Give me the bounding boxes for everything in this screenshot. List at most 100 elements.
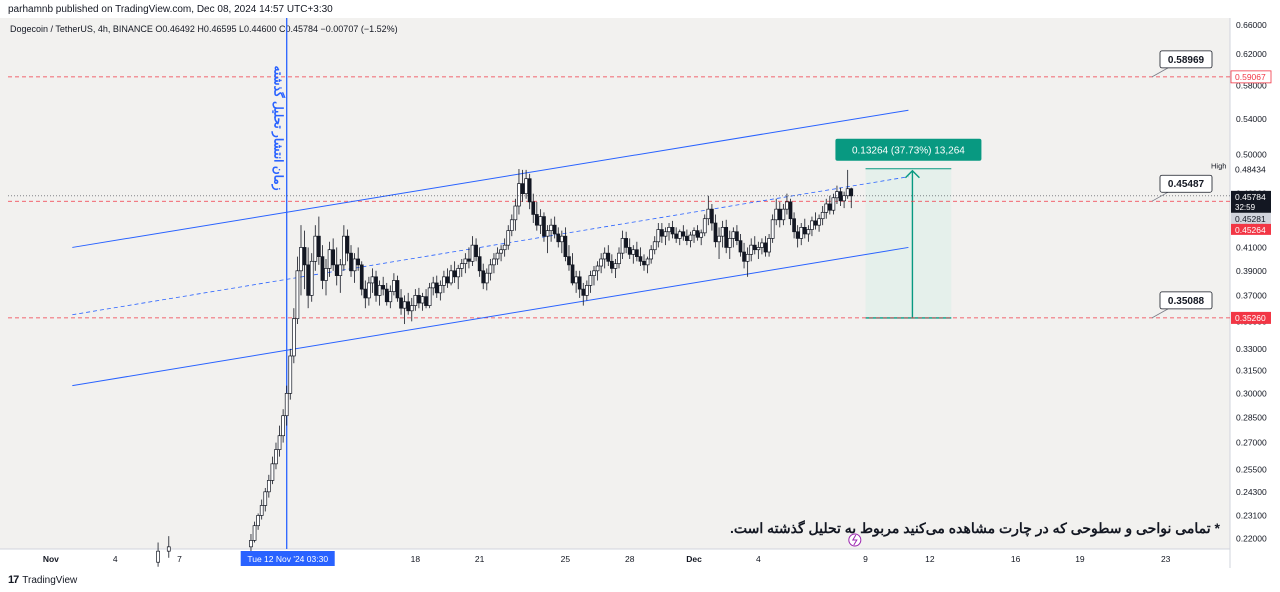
candle — [524, 169, 528, 199]
candle — [710, 203, 714, 231]
chart-area[interactable]: Dogecoin / TetherUS, 4h, BINANCE O0.4649… — [0, 18, 1280, 568]
y-tick-label: 0.66000 — [1236, 20, 1267, 30]
lightning-icon[interactable] — [848, 533, 862, 547]
candle-body — [649, 249, 654, 260]
candle-body — [517, 183, 521, 207]
candle-body — [409, 305, 414, 312]
candle — [506, 225, 511, 250]
candle — [542, 212, 546, 242]
candle-body — [545, 230, 550, 237]
candle — [492, 253, 496, 274]
candle-body — [710, 208, 714, 224]
measure-arrow-head — [904, 169, 920, 179]
tradingview-logo[interactable]: 17 TradingView — [8, 574, 77, 586]
candle-body — [388, 291, 393, 303]
candle-body — [631, 249, 636, 255]
candle — [738, 233, 743, 257]
candle — [642, 254, 646, 271]
candle — [713, 214, 718, 248]
candle — [584, 280, 589, 301]
candle-body — [824, 203, 829, 213]
price-chart[interactable]: Dogecoin / TetherUS, 4h, BINANCE O0.4649… — [0, 18, 1280, 568]
candle — [552, 216, 557, 239]
candle — [445, 268, 450, 288]
candle-body — [324, 268, 328, 281]
price-axis-background — [1230, 18, 1280, 568]
level-callout-label: 0.35088 — [1168, 296, 1205, 307]
candle-body — [570, 264, 575, 284]
candle — [259, 499, 264, 520]
y-tick-label: 0.58000 — [1236, 80, 1267, 90]
candle — [799, 223, 804, 246]
level-callout-box — [1159, 174, 1213, 193]
candle — [699, 229, 704, 246]
candle — [399, 289, 403, 315]
candle — [266, 474, 271, 498]
candle — [842, 191, 846, 209]
candle-body — [474, 244, 478, 257]
channel-upper-line — [72, 109, 909, 248]
candle — [327, 241, 332, 277]
candle-body — [281, 415, 285, 437]
candle-body — [835, 191, 839, 199]
y-tick-label: 0.33000 — [1236, 344, 1267, 354]
candle-body — [538, 216, 543, 226]
candle — [670, 220, 675, 239]
candle — [459, 258, 464, 277]
candle-body — [431, 282, 436, 289]
candle-body — [367, 282, 371, 299]
candle — [481, 263, 486, 290]
candle — [281, 409, 285, 443]
candle-body — [434, 282, 439, 294]
candle-body — [295, 270, 300, 320]
candle — [463, 253, 468, 274]
candle-body — [588, 275, 593, 286]
candle-body — [695, 230, 700, 238]
y-tick-label: 0.50000 — [1236, 150, 1267, 160]
candle-body — [313, 235, 318, 262]
candle — [613, 258, 618, 279]
candle — [384, 282, 389, 306]
high-caption: High — [1211, 162, 1226, 171]
candle-body — [299, 247, 303, 272]
candle — [742, 242, 746, 269]
candle-body — [802, 227, 807, 235]
candle — [438, 280, 443, 301]
candle-body — [156, 550, 160, 563]
candle-body — [724, 227, 729, 248]
candle-body — [399, 297, 403, 309]
candle-body — [674, 233, 679, 239]
candle-body — [420, 296, 425, 304]
x-tick-label: 7 — [177, 554, 182, 564]
candle-body — [338, 264, 343, 276]
measure-label-box — [835, 138, 982, 161]
candle — [595, 261, 600, 281]
level-callout-label: 0.58969 — [1168, 55, 1205, 66]
candle — [338, 258, 343, 293]
candle — [627, 238, 632, 259]
candle — [692, 227, 696, 243]
candle — [406, 292, 411, 315]
candle-body — [717, 235, 721, 243]
candle-body — [531, 201, 536, 215]
candle — [792, 212, 796, 239]
candle — [745, 247, 750, 277]
candle — [756, 241, 761, 259]
candle-body — [645, 258, 650, 266]
candle — [685, 229, 689, 246]
y-tick-label: 0.27000 — [1236, 438, 1267, 448]
candle — [563, 227, 568, 262]
candle-body — [774, 208, 779, 221]
callout-pointer — [1151, 67, 1169, 78]
tradingview-brand: TradingView — [22, 574, 78, 586]
x-tick-label: 12 — [925, 554, 935, 564]
candle — [474, 238, 478, 262]
candle — [470, 236, 475, 267]
candle — [824, 198, 829, 219]
candle — [495, 247, 500, 265]
publish-header: parhamnb published on TradingView.com, D… — [0, 0, 1280, 18]
candle — [635, 241, 639, 262]
candle — [674, 227, 679, 243]
candle — [484, 268, 489, 291]
candle-body — [581, 288, 586, 296]
